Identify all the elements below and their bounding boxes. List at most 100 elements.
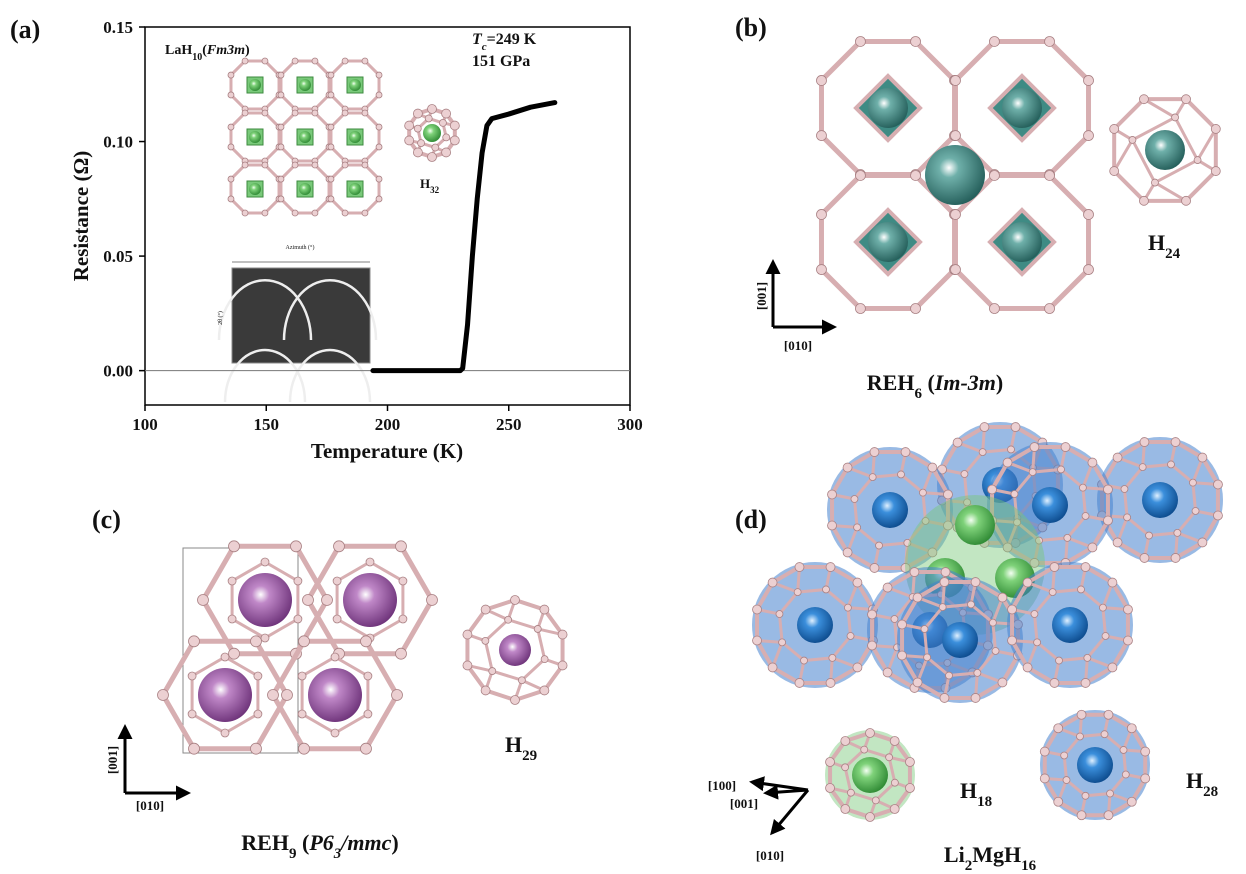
atom xyxy=(1052,607,1088,643)
atom xyxy=(1057,465,1065,474)
atom xyxy=(1035,536,1043,545)
atom xyxy=(1087,457,1098,468)
atom xyxy=(361,209,369,217)
atom xyxy=(227,143,235,151)
atom xyxy=(979,422,990,432)
atom xyxy=(855,170,866,181)
atom xyxy=(816,75,827,86)
cage-label: H18 xyxy=(960,778,992,810)
atom xyxy=(842,462,853,473)
atom xyxy=(828,654,837,662)
atom xyxy=(1107,577,1118,588)
atom xyxy=(220,652,230,662)
text: MgH xyxy=(972,842,1021,867)
atom xyxy=(846,788,855,797)
atom xyxy=(1079,483,1087,492)
atom xyxy=(1010,422,1021,432)
atom xyxy=(1028,468,1037,476)
atom xyxy=(1060,751,1069,760)
atom xyxy=(1080,562,1091,572)
atom xyxy=(227,614,237,624)
atom xyxy=(327,143,335,151)
x-tick-label: 200 xyxy=(375,415,401,434)
atom xyxy=(950,264,961,275)
text: ) xyxy=(391,830,398,855)
atom xyxy=(238,573,292,627)
panel-label: (a) xyxy=(10,15,40,44)
atom xyxy=(1193,156,1202,164)
atom xyxy=(989,303,1000,314)
text: 32 xyxy=(430,185,440,195)
formula: Li2MgH16 xyxy=(944,842,1037,874)
text: Li xyxy=(944,842,965,867)
x-tick-label: 100 xyxy=(132,415,158,434)
text: T xyxy=(472,31,483,48)
atom xyxy=(291,161,299,169)
atom xyxy=(462,629,473,640)
atom xyxy=(311,109,319,117)
arrow xyxy=(763,784,809,800)
atom xyxy=(1119,746,1128,754)
text: H xyxy=(1186,768,1203,793)
text: H xyxy=(420,176,430,191)
atom xyxy=(1083,209,1094,220)
atom xyxy=(241,57,249,65)
atom xyxy=(417,139,425,148)
atom xyxy=(332,614,342,624)
inset-formula: LaH10(Fm3m) xyxy=(165,43,250,63)
atom xyxy=(327,91,335,99)
atom xyxy=(1081,791,1090,800)
atom xyxy=(827,520,837,531)
atom xyxy=(882,582,893,593)
atom xyxy=(281,689,293,701)
text: 10 xyxy=(192,52,202,63)
atom xyxy=(970,577,981,587)
atom xyxy=(1099,603,1107,612)
atom xyxy=(1128,136,1137,144)
atom xyxy=(227,91,235,99)
atom xyxy=(261,161,269,169)
atom xyxy=(793,588,802,596)
axis-label: [001] xyxy=(754,282,769,310)
atom xyxy=(1140,773,1151,784)
atom xyxy=(157,689,169,701)
atom xyxy=(510,595,520,605)
atom xyxy=(540,655,549,664)
atom xyxy=(1142,482,1178,518)
text: REH xyxy=(867,370,915,395)
atom xyxy=(1171,113,1179,122)
atom xyxy=(827,489,837,500)
atom xyxy=(825,678,836,688)
atom xyxy=(1120,485,1129,493)
atom xyxy=(1002,88,1042,128)
atom xyxy=(481,636,490,645)
atom xyxy=(800,656,808,665)
panel-label: (c) xyxy=(92,505,121,534)
atom xyxy=(868,88,908,128)
atom xyxy=(361,161,369,169)
atom xyxy=(1076,732,1084,741)
atom xyxy=(852,662,863,673)
atom xyxy=(939,577,950,587)
atom xyxy=(311,209,319,217)
structures xyxy=(157,36,1223,822)
atom xyxy=(375,71,383,79)
atom xyxy=(398,614,408,624)
atom xyxy=(865,812,875,822)
text: 16 xyxy=(1021,858,1037,874)
atom xyxy=(227,123,235,131)
atom xyxy=(480,685,491,696)
atom xyxy=(343,573,397,627)
text: ) xyxy=(996,370,1003,395)
panel-label: (d) xyxy=(735,505,767,534)
atom xyxy=(504,615,513,624)
atom xyxy=(825,783,835,793)
atom xyxy=(330,652,340,662)
atom xyxy=(816,130,827,141)
atom xyxy=(228,540,240,553)
atom xyxy=(375,143,383,151)
text: c xyxy=(482,41,487,53)
axis-label: [100] xyxy=(708,778,736,793)
atom xyxy=(241,161,249,169)
text: 3 xyxy=(333,846,342,862)
